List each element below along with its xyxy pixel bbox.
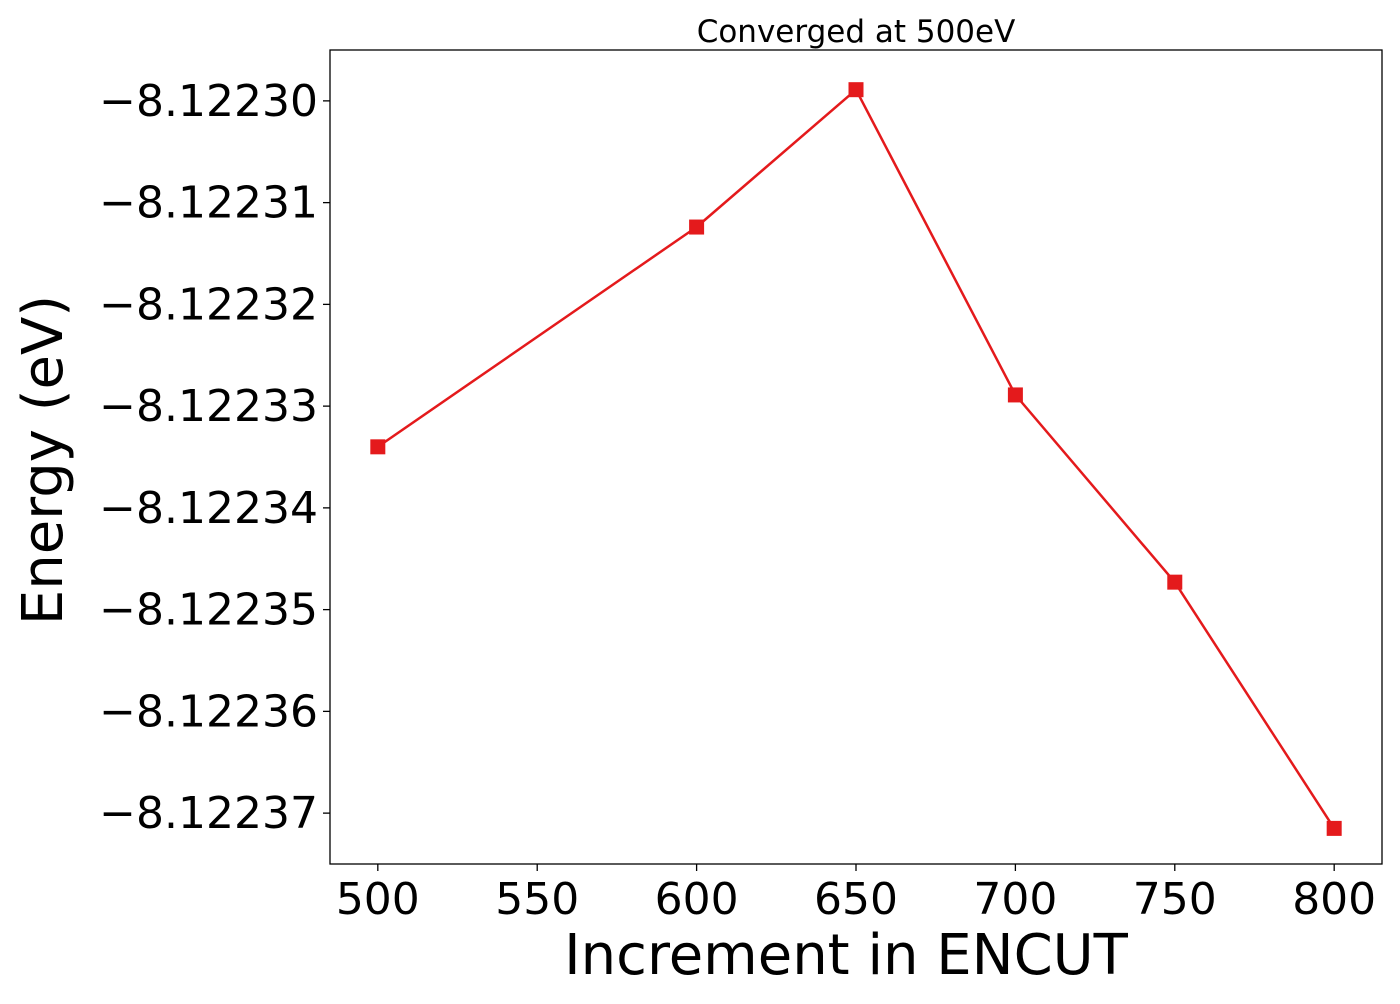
x-axis: 500 550 600 650 700 750 800 (336, 864, 1376, 925)
data-point-marker (1007, 387, 1023, 403)
x-tick-label: 650 (814, 874, 898, 925)
x-tick-label: 800 (1292, 874, 1376, 925)
x-tick-label: 500 (336, 874, 420, 925)
x-tick-label: 600 (655, 874, 739, 925)
y-tick-label: −8.12235 (99, 585, 318, 636)
data-point-marker (689, 219, 705, 235)
y-axis-label: Energy (eV) (11, 295, 76, 625)
y-tick-label: −8.12236 (99, 686, 318, 737)
data-point-marker (1326, 820, 1342, 836)
y-tick-label: −8.12234 (99, 483, 318, 534)
y-tick-label: −8.12230 (99, 76, 318, 127)
plot-background (330, 50, 1382, 864)
data-point-marker (848, 82, 864, 98)
y-axis: −8.12230 −8.12231 −8.12232 −8.12233 −8.12234… (99, 76, 330, 839)
x-tick-label: 550 (495, 874, 579, 925)
data-point-marker (370, 439, 386, 455)
x-axis-label: Increment in ENCUT (564, 923, 1129, 988)
y-tick-label: −8.12233 (99, 381, 318, 432)
series-layer (370, 82, 1342, 836)
series-line (377, 88, 1336, 830)
x-tick-label: 700 (973, 874, 1057, 925)
data-point-marker (1167, 574, 1183, 590)
chart-title: Converged at 500eV (697, 14, 1016, 50)
y-tick-label: −8.12231 (99, 178, 318, 229)
y-tick-label: −8.12232 (99, 279, 318, 330)
x-tick-label: 750 (1133, 874, 1217, 925)
y-tick-label: −8.12237 (99, 788, 318, 839)
